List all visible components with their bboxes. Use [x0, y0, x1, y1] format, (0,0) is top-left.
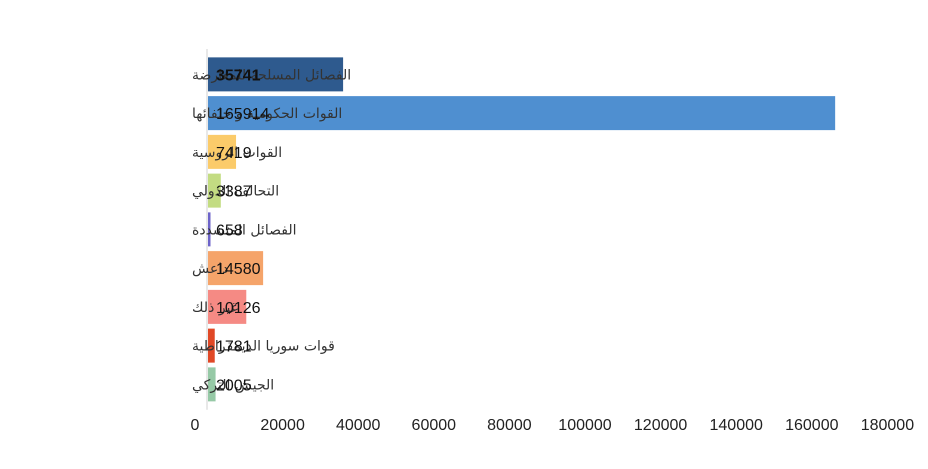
x-tick-label: 60000 — [412, 417, 457, 434]
data-label: 1781 — [216, 339, 252, 356]
category-label: التحالف الدولي — [192, 184, 279, 200]
category-label: الفصائل المتشددة — [192, 222, 296, 238]
data-label: 165914 — [216, 106, 269, 123]
data-label: 7419 — [216, 145, 252, 162]
x-tick-label: 100000 — [558, 417, 611, 434]
category-label: الجيش التركي — [192, 377, 274, 393]
category-label: القوات الروسية — [192, 145, 282, 161]
x-tick-label: 160000 — [785, 417, 838, 434]
data-label: 14580 — [216, 261, 261, 278]
bar — [208, 96, 836, 131]
x-tick-label: 120000 — [634, 417, 687, 434]
category-label: الفصائل المسلحة للمعارضة — [192, 67, 351, 83]
x-tick-label: 80000 — [487, 417, 532, 434]
bar — [208, 173, 221, 208]
data-label: 2005 — [216, 377, 252, 394]
x-tick-label: 20000 — [260, 417, 305, 434]
x-tick-label: 0 — [191, 417, 200, 434]
category-label: غير ذلك — [192, 300, 238, 316]
x-tick-label: 140000 — [710, 417, 763, 434]
data-label: 10126 — [216, 300, 261, 317]
category-label: داعش — [192, 261, 228, 277]
category-label: قوات سوريا الديمقراطية — [192, 339, 335, 355]
x-tick-label: 180000 — [861, 417, 914, 434]
x-tick-label: 40000 — [336, 417, 381, 434]
category-label: القوات الحكومية و حلفائها — [192, 106, 342, 122]
bar — [208, 289, 247, 324]
bar — [208, 212, 211, 247]
bar — [208, 367, 216, 402]
bar — [208, 57, 344, 92]
bar — [208, 251, 264, 286]
data-label: 658 — [216, 222, 243, 239]
bar — [208, 328, 215, 363]
data-label: 35741 — [216, 67, 261, 84]
data-label: 3387 — [216, 184, 252, 201]
bar — [208, 134, 237, 169]
